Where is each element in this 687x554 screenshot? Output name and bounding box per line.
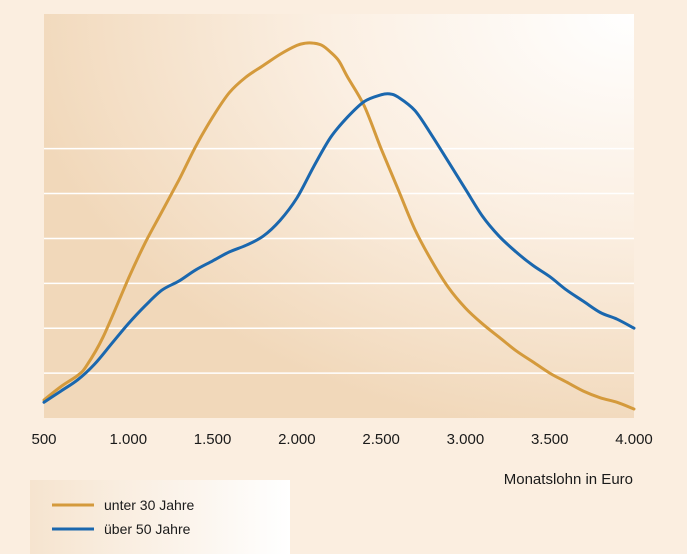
plot-background <box>44 14 634 418</box>
legend-label-1: über 50 Jahre <box>104 521 191 537</box>
gridlines <box>44 147 634 374</box>
x-tick-label: 2.500 <box>362 431 400 448</box>
x-tick-label: 500 <box>31 431 56 448</box>
x-axis-title: Monatslohn in Euro <box>504 471 633 488</box>
x-tick-label: 3.000 <box>447 431 485 448</box>
x-tick-label: 4.000 <box>615 431 653 448</box>
x-tick-label: 1.000 <box>110 431 148 448</box>
legend-label-0: unter 30 Jahre <box>104 497 194 513</box>
x-axis-ticks: 500 1.000 1.500 2.000 2.500 3.000 3.500 4.000 <box>31 431 652 448</box>
series-line-0 <box>42 41 636 411</box>
x-tick-label: 3.500 <box>531 431 569 448</box>
legend: unter 30 Jahre über 50 Jahre <box>30 480 290 554</box>
x-tick-label: 2.000 <box>278 431 316 448</box>
series-line-1 <box>42 92 636 404</box>
series-lines <box>42 41 636 411</box>
x-tick-label: 1.500 <box>194 431 232 448</box>
legend-box <box>30 480 290 554</box>
